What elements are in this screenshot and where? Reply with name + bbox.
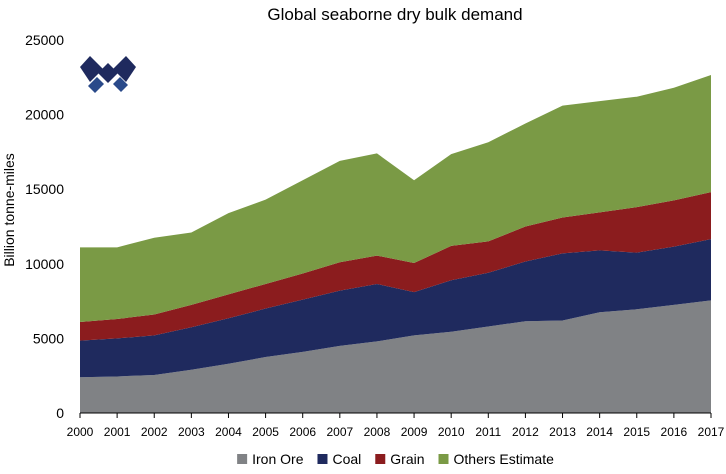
y-tick-label: 10000 bbox=[25, 256, 64, 272]
x-tick-label: 2000 bbox=[67, 425, 94, 439]
x-tick-label: 2004 bbox=[215, 425, 242, 439]
logo-left-stripes bbox=[88, 77, 104, 93]
axes-layer bbox=[79, 412, 712, 418]
x-tick-label: 2003 bbox=[178, 425, 205, 439]
y-tick-label: 0 bbox=[56, 405, 64, 421]
tick-labels-layer: 0 5000 10000 15000 20000 25000 2000 2001 2002 200… bbox=[25, 32, 725, 439]
x-tick-label: 2001 bbox=[104, 425, 131, 439]
x-tick-label: 2007 bbox=[326, 425, 353, 439]
x-tick-label: 2005 bbox=[252, 425, 279, 439]
chart-title: Global seaborne dry bulk demand bbox=[267, 5, 522, 24]
x-tick-label: 2011 bbox=[475, 425, 501, 439]
logo-right-stripes bbox=[113, 77, 128, 92]
x-tick-label: 2016 bbox=[661, 425, 688, 439]
x-tick-label: 2002 bbox=[141, 425, 168, 439]
logo-right-chevron bbox=[113, 56, 136, 82]
legend-label: Others Estimate bbox=[454, 451, 555, 467]
legend-swatch bbox=[317, 454, 328, 464]
logo-left-chevron bbox=[80, 56, 103, 82]
x-tick-label: 2008 bbox=[364, 425, 391, 439]
legend-swatch bbox=[438, 454, 449, 464]
legend-item-coal: Coal bbox=[317, 451, 361, 467]
legend: Iron Ore Coal Grain Others Estimate bbox=[237, 451, 554, 467]
legend-label: Grain bbox=[390, 451, 424, 467]
legend-item-iron-ore: Iron Ore bbox=[237, 451, 304, 467]
y-tick-label: 20000 bbox=[25, 107, 64, 123]
y-tick-label: 25000 bbox=[25, 32, 64, 48]
x-tick-label: 2015 bbox=[623, 425, 650, 439]
legend-swatch bbox=[237, 454, 248, 464]
legend-item-grain: Grain bbox=[375, 451, 425, 467]
x-tick-label: 2009 bbox=[401, 425, 428, 439]
legend-label: Iron Ore bbox=[252, 451, 304, 467]
x-tick-label: 2010 bbox=[438, 425, 465, 439]
company-logo bbox=[80, 56, 136, 93]
area-grain bbox=[80, 192, 711, 341]
area-layer bbox=[80, 75, 711, 413]
x-tick-label: 2014 bbox=[586, 425, 613, 439]
x-tick-label: 2006 bbox=[289, 425, 316, 439]
y-tick-label: 15000 bbox=[25, 181, 64, 197]
legend-label: Coal bbox=[332, 451, 361, 467]
y-axis-label: Billion tonne-miles bbox=[1, 153, 17, 267]
area-others-estimate bbox=[80, 75, 711, 322]
area-coal bbox=[80, 239, 711, 378]
logo-center-mark bbox=[98, 63, 118, 83]
x-tick-label: 2017 bbox=[698, 425, 725, 439]
x-tick-label: 2012 bbox=[512, 425, 539, 439]
x-tick-label: 2013 bbox=[549, 425, 576, 439]
y-tick-label: 5000 bbox=[33, 330, 64, 346]
legend-item-others-estimate: Others Estimate bbox=[438, 451, 555, 467]
area-iron-ore bbox=[80, 300, 711, 413]
legend-swatch bbox=[375, 454, 386, 464]
